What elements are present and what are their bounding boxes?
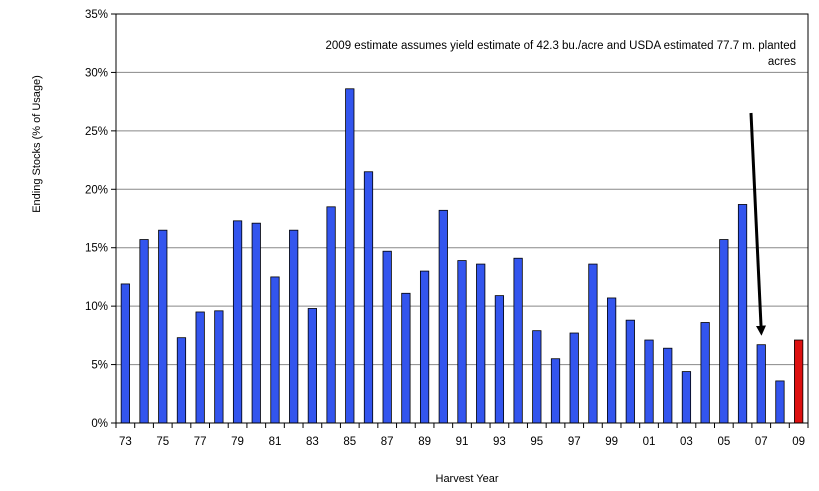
x-tick-label: 01	[643, 436, 656, 448]
y-tick-label: 30%	[85, 67, 108, 79]
bar-07	[756, 344, 766, 424]
x-axis-label: Harvest Year	[436, 473, 499, 485]
bar-06	[737, 204, 748, 424]
bar-00	[625, 319, 635, 424]
x-tick-label: 89	[418, 436, 431, 448]
plot-area-border	[115, 13, 809, 424]
bar-05	[719, 239, 729, 424]
y-tick-label: 35%	[85, 9, 108, 21]
bar-04	[700, 322, 710, 424]
y-tick-label: 15%	[85, 243, 108, 255]
bar-02	[663, 347, 673, 424]
annotation-text-line-1: 2009 estimate assumes yield estimate of …	[326, 40, 796, 52]
bar-83	[307, 308, 317, 424]
bar-95	[532, 330, 542, 424]
x-tick-label: 73	[119, 436, 132, 448]
bar-80	[251, 222, 261, 424]
bars	[120, 88, 804, 424]
x-tick-label: 99	[605, 436, 618, 448]
x-tick-label: 83	[306, 436, 319, 448]
bar-99	[607, 297, 617, 424]
y-tick-label: 20%	[85, 184, 108, 196]
x-tick-label: 81	[269, 436, 282, 448]
bar-89	[419, 270, 430, 424]
x-tick-label: 79	[231, 436, 244, 448]
bar-90	[438, 209, 448, 424]
x-tick-label: 75	[156, 436, 169, 448]
bar-92	[476, 263, 486, 424]
bar-97	[569, 332, 579, 424]
x-tick-label: 85	[343, 436, 356, 448]
bar-85	[345, 88, 355, 424]
bar-98	[588, 263, 598, 424]
x-tick-label: 97	[568, 436, 581, 448]
y-tick-label: 5%	[91, 360, 108, 372]
y-axis-label: Ending Stocks (% of Usage)	[31, 75, 43, 213]
axes	[111, 13, 809, 428]
bar-94	[513, 257, 523, 424]
x-tick-label: 93	[493, 436, 506, 448]
bar-73	[120, 283, 130, 424]
bar-82	[289, 229, 299, 424]
x-tick-label: 87	[381, 436, 394, 448]
bar-91	[457, 260, 467, 424]
bar-76	[176, 337, 187, 424]
bar-79	[232, 220, 243, 424]
y-tick-label: 25%	[85, 126, 108, 138]
bar-75	[158, 229, 168, 424]
x-tick-label: 91	[456, 436, 469, 448]
bar-78	[214, 310, 224, 424]
bar-81	[270, 276, 280, 424]
bar-84	[326, 206, 336, 424]
x-tick-label: 09	[792, 436, 805, 448]
y-tick-label: 0%	[91, 418, 108, 430]
bar-86	[363, 171, 374, 424]
x-tick-label: 03	[680, 436, 693, 448]
annotation-arrow	[749, 112, 767, 336]
x-tick-label: 07	[755, 436, 768, 448]
bar-03	[681, 371, 692, 424]
x-tick-label: 77	[194, 436, 207, 448]
annotation-text-line-2: acres	[768, 56, 796, 68]
x-tick-labels: 73 75 77 79 81 83 85 87 89 91 93 95 97 99 01 03 05 07 09	[119, 436, 805, 448]
bar-96	[550, 358, 561, 424]
y-tick-labels: 0% 5% 10% 15% 20% 25% 30% 35%	[85, 9, 108, 430]
bar-08	[775, 380, 785, 424]
gridlines	[116, 71, 808, 366]
bar-87	[382, 250, 392, 424]
x-tick-label: 05	[717, 436, 730, 448]
bar-74	[139, 239, 149, 424]
bar-77	[195, 311, 205, 424]
bar-09	[794, 339, 804, 424]
bar-01	[644, 339, 654, 424]
bar-88	[401, 292, 411, 424]
bar-93	[494, 295, 505, 424]
x-tick-label: 95	[530, 436, 543, 448]
y-tick-label: 10%	[85, 301, 108, 313]
